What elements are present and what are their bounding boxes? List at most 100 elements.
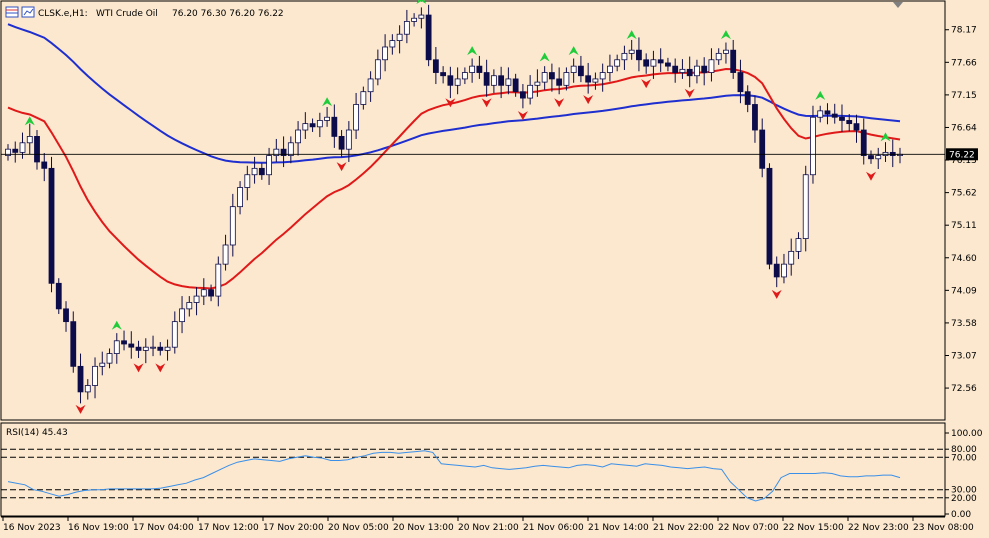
candle-body xyxy=(672,65,679,73)
candle-body xyxy=(607,65,613,73)
candle-body xyxy=(5,148,11,156)
candle-body xyxy=(425,14,432,61)
fractal-down-arrow-icon xyxy=(865,171,876,181)
candle-body xyxy=(164,346,171,351)
time-tick-label: 21 Nov 14:00 xyxy=(588,523,649,533)
fractal-down-arrow-icon xyxy=(481,98,492,108)
price-tick-label: 72.56 xyxy=(951,384,977,394)
header-icons[interactable] xyxy=(5,6,35,18)
candle-body xyxy=(737,72,744,93)
fractal-down-arrow-icon xyxy=(554,98,565,108)
rsi-line xyxy=(7,450,901,502)
instrument-label: WTI Crude Oil xyxy=(96,9,158,19)
fractal-up-arrow-icon xyxy=(111,320,122,330)
candle-body xyxy=(77,365,84,393)
candle-body xyxy=(106,353,113,364)
candle-body xyxy=(679,68,686,73)
candle-body xyxy=(621,52,628,61)
price-panel-frame xyxy=(0,0,946,421)
candle-body xyxy=(454,78,461,86)
candle-body xyxy=(396,33,403,42)
rsi-tick-label: 30.00 xyxy=(951,486,977,496)
fractal-down-arrow-icon xyxy=(133,363,144,373)
candle-body xyxy=(483,72,490,86)
candle-body xyxy=(215,263,222,297)
candle-body xyxy=(570,65,577,73)
candle-body xyxy=(48,167,55,284)
candle-body xyxy=(179,308,185,323)
candle-body xyxy=(150,346,156,349)
time-tick-label: 16 Nov 2023 xyxy=(3,523,61,533)
candle-body xyxy=(367,78,374,93)
candle-body xyxy=(309,123,316,128)
time-tick-label: 21 Nov 06:00 xyxy=(523,523,584,533)
candle-body xyxy=(766,167,773,265)
candle-body xyxy=(432,59,439,73)
candle-body xyxy=(19,142,26,153)
fractal-down-arrow-icon xyxy=(684,88,695,98)
candle-body xyxy=(752,104,758,131)
fractal-up-arrow-icon xyxy=(815,90,826,100)
table-icon[interactable] xyxy=(5,6,19,18)
candle-body xyxy=(512,78,519,93)
candle-body xyxy=(643,59,650,67)
time-tick-label: 23 Nov 08:00 xyxy=(913,523,974,533)
time-tick-label: 22 Nov 15:00 xyxy=(783,523,844,533)
candle-body xyxy=(549,72,555,80)
candle-body xyxy=(875,155,882,160)
price-tick-label: 76.64 xyxy=(951,123,977,133)
time-tick-label: 20 Nov 21:00 xyxy=(458,523,519,533)
candle-body xyxy=(759,129,766,169)
candle-body xyxy=(55,282,62,310)
fractal-down-arrow-icon xyxy=(445,98,456,108)
candle-body xyxy=(273,148,280,156)
candle-body xyxy=(229,206,236,246)
fractal-down-arrow-icon xyxy=(155,363,166,373)
candle-body xyxy=(585,75,592,83)
candle-body xyxy=(860,129,867,156)
fractal-up-arrow-icon xyxy=(416,0,427,5)
time-tick-label: 17 Nov 04:00 xyxy=(133,523,194,533)
chart-shift-marker-icon[interactable] xyxy=(893,2,903,8)
candle-body xyxy=(490,75,497,86)
candle-body xyxy=(186,302,193,310)
candle-body xyxy=(418,14,425,19)
candle-body xyxy=(599,72,606,80)
candle-body xyxy=(389,40,396,48)
candle-body xyxy=(84,385,91,393)
candle-body xyxy=(316,120,323,128)
time-tick-label: 20 Nov 13:00 xyxy=(393,523,454,533)
current-price-label: 76.22 xyxy=(949,150,975,160)
candle-body xyxy=(324,116,330,121)
time-tick-label: 21 Nov 22:00 xyxy=(653,523,714,533)
fractal-up-arrow-icon xyxy=(539,52,550,62)
current-price-badge xyxy=(946,148,978,161)
candle-body xyxy=(266,155,272,176)
price-tick-label: 74.60 xyxy=(951,254,977,264)
price-tick-label: 73.07 xyxy=(951,351,977,361)
time-tick-label: 16 Nov 19:00 xyxy=(68,523,129,533)
candle-body xyxy=(70,321,77,367)
price-tick-label: 78.17 xyxy=(951,26,977,36)
candle-body xyxy=(744,91,751,105)
candle-body xyxy=(360,91,367,105)
candle-body xyxy=(345,129,352,150)
fractal-down-arrow-icon xyxy=(583,95,594,105)
candle-body xyxy=(99,362,106,367)
candle-body xyxy=(374,59,381,80)
candle-body xyxy=(157,346,164,351)
candle-body xyxy=(63,308,69,323)
candle-body xyxy=(135,346,142,351)
fractal-up-arrow-icon xyxy=(24,116,35,126)
rsi-label: RSI(14) 45.43 xyxy=(6,428,68,438)
candle-body xyxy=(302,123,309,131)
candle-body xyxy=(440,72,447,77)
fractal-up-arrow-icon xyxy=(626,30,637,40)
candle-body xyxy=(701,65,708,73)
candle-body xyxy=(636,49,642,61)
fractal-up-arrow-icon xyxy=(720,30,731,40)
candle-body xyxy=(802,174,809,240)
fast-moving-average-line xyxy=(7,67,901,290)
